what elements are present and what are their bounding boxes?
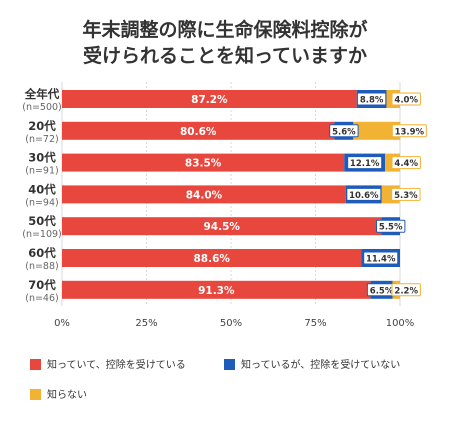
data-label-box xyxy=(347,156,383,170)
data-label: 4.4% xyxy=(394,159,418,169)
data-label-box xyxy=(363,251,399,265)
bar-segment xyxy=(62,90,357,108)
data-label-box xyxy=(391,156,421,170)
category-sample-size: (n=46) xyxy=(25,293,58,304)
category-label: 50代 xyxy=(28,214,56,228)
data-label-box xyxy=(391,124,427,138)
x-tick-label: 25% xyxy=(135,318,157,329)
category-sample-size: (n=91) xyxy=(25,166,58,177)
legend-swatch xyxy=(224,359,235,370)
legend-swatch xyxy=(30,389,41,400)
bar-segment xyxy=(62,185,346,204)
x-tick-label: 0% xyxy=(54,318,70,329)
data-label-box xyxy=(391,283,421,297)
category-label: 40代 xyxy=(28,182,56,196)
chart-title-line-1: 年末調整の際に生命保険料控除が xyxy=(82,18,367,41)
data-label: 80.6% xyxy=(180,126,217,138)
data-label-box xyxy=(329,124,359,138)
chart-title-line-2: 受けられることを知っていますか xyxy=(83,44,367,67)
category-label: 70代 xyxy=(28,278,56,292)
legend-label: 知っていて、控除を受けている xyxy=(47,358,186,371)
data-label: 5.6% xyxy=(332,127,356,137)
data-label: 83.5% xyxy=(185,158,222,170)
bar-segment xyxy=(62,280,371,299)
data-label: 8.8% xyxy=(360,96,384,106)
data-label-box xyxy=(346,187,382,201)
category-label: 20代 xyxy=(28,119,56,133)
category-label: 全年代 xyxy=(24,87,60,101)
data-label: 5.3% xyxy=(394,191,418,201)
x-tick-label: 50% xyxy=(220,318,242,329)
category-sample-size: (n=500) xyxy=(22,102,62,113)
data-label: 5.5% xyxy=(379,223,403,233)
data-label: 12.1% xyxy=(350,159,380,169)
category-sample-size: (n=72) xyxy=(25,134,58,145)
data-label: 13.9% xyxy=(395,127,425,137)
data-label: 4.0% xyxy=(394,96,418,106)
legend-label: 知っているが、控除を受けていない xyxy=(241,358,400,371)
category-sample-size: (n=88) xyxy=(25,261,58,272)
data-label-box xyxy=(356,92,387,106)
bar-segment xyxy=(62,249,362,267)
bar-segment xyxy=(62,153,345,172)
x-tick-label: 100% xyxy=(386,318,415,329)
data-label: 11.4% xyxy=(366,255,396,265)
category-label: 60代 xyxy=(28,246,56,260)
data-label: 2.2% xyxy=(394,286,418,296)
data-label: 84.0% xyxy=(186,189,223,201)
data-label: 94.5% xyxy=(203,221,240,233)
data-label: 88.6% xyxy=(194,253,231,265)
data-label: 91.3% xyxy=(198,285,235,297)
data-label: 10.6% xyxy=(349,191,379,201)
category-label: 30代 xyxy=(28,151,56,165)
bar-segment xyxy=(62,121,335,140)
data-label-box xyxy=(391,187,421,201)
bar-segment xyxy=(62,217,382,236)
data-label-box xyxy=(376,219,406,233)
legend-label: 知らない xyxy=(47,388,87,401)
data-label: 87.2% xyxy=(191,94,228,106)
category-sample-size: (n=94) xyxy=(25,197,58,208)
category-sample-size: (n=109) xyxy=(22,229,62,240)
data-label: 6.5% xyxy=(370,286,394,296)
bar-segment xyxy=(353,121,401,140)
x-tick-label: 75% xyxy=(304,318,326,329)
data-label-box xyxy=(391,92,421,106)
legend-swatch xyxy=(30,359,41,370)
